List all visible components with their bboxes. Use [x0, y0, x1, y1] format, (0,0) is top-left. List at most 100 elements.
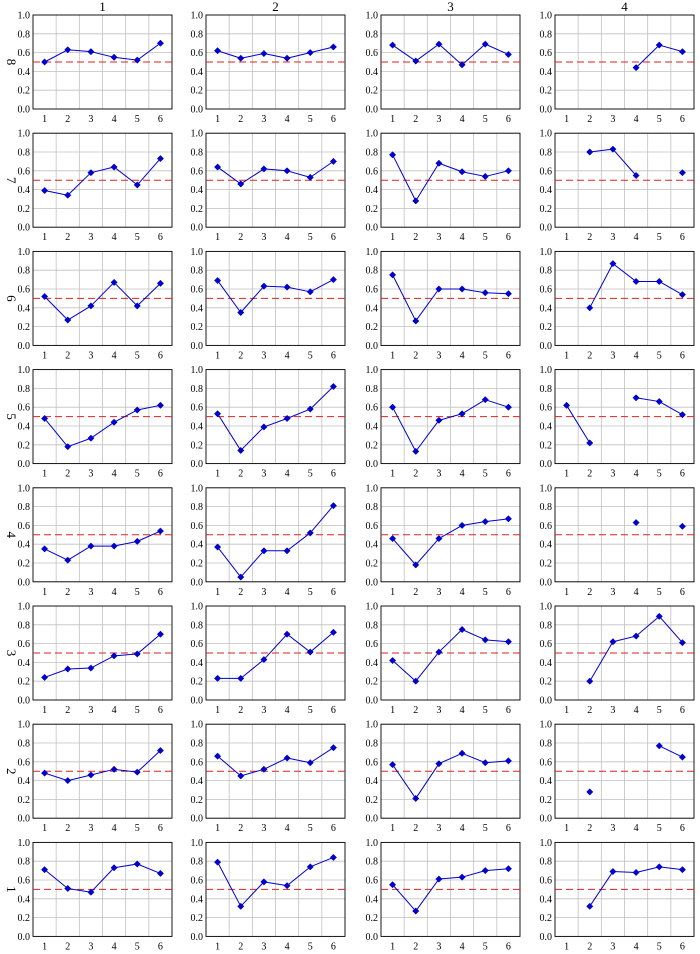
- data-point: [214, 752, 222, 760]
- data-point: [412, 907, 420, 915]
- panel-r6-c1: 0.0 0.2 0.4 0.6 0.8 1.0 1 2 3 4 5 6: [18, 247, 173, 361]
- x-tick-label: 4: [112, 941, 117, 952]
- series-line-segment: [438, 629, 463, 653]
- data-point: [110, 53, 118, 61]
- series-line-segment: [415, 763, 440, 799]
- y-tick-label: 0.8: [191, 266, 204, 277]
- x-tick-label: 3: [261, 941, 266, 952]
- series-line-segment: [310, 46, 334, 54]
- data-point: [283, 630, 291, 638]
- y-tick-label: 0.8: [366, 739, 379, 750]
- y-tick-label: 1.0: [18, 602, 31, 613]
- data-point: [481, 172, 489, 180]
- y-tick-label: 0.6: [18, 521, 31, 532]
- series-line-segment: [263, 633, 288, 660]
- data-point: [156, 527, 164, 535]
- x-tick-label: 6: [331, 350, 336, 361]
- data-point: [64, 884, 72, 893]
- series-line-segment: [114, 863, 138, 869]
- x-tick-label: 2: [238, 823, 243, 834]
- y-tick-label: 1.0: [18, 483, 31, 494]
- x-tick-label: 1: [215, 232, 220, 243]
- series-line-segment: [309, 386, 334, 410]
- x-tick-label: 6: [506, 941, 511, 952]
- x-tick-label: 2: [65, 114, 70, 125]
- y-tick-label: 0.2: [191, 204, 204, 215]
- data-point: [283, 882, 291, 890]
- x-tick-label: 2: [65, 232, 70, 243]
- series-line-segment: [240, 768, 265, 777]
- data-point: [632, 868, 640, 877]
- y-tick-label: 1.0: [366, 838, 379, 849]
- data-point: [586, 148, 594, 156]
- data-point: [283, 754, 291, 762]
- y-tick-label: 0.0: [540, 223, 553, 234]
- y-tick-label: 0.4: [18, 894, 31, 905]
- series-line-segment: [659, 745, 683, 758]
- series-line-segment: [659, 44, 683, 53]
- series-line-segment: [114, 56, 138, 61]
- x-tick-label: 3: [88, 823, 93, 834]
- data-point: [655, 742, 663, 750]
- data-point: [586, 902, 594, 910]
- y-tick-label: 0.8: [191, 29, 204, 40]
- y-tick-label: 0.2: [18, 86, 31, 97]
- x-tick-label: 4: [460, 232, 465, 243]
- panel-r1-c4: 0.0 0.2 0.4 0.6 0.8 1.0 1 2 3 4 5 6: [540, 838, 695, 952]
- x-tick-label: 4: [634, 941, 639, 952]
- x-tick-label: 4: [112, 114, 117, 125]
- x-tick-label: 2: [65, 469, 70, 480]
- data-point: [435, 535, 443, 543]
- x-tick-label: 4: [112, 232, 117, 243]
- series-line-segment: [392, 154, 417, 202]
- series-line-segment: [67, 887, 91, 893]
- x-tick-label: 2: [238, 587, 243, 598]
- y-tick-label: 0.4: [191, 540, 204, 551]
- y-tick-label: 1.0: [18, 720, 31, 731]
- y-tick-label: 0.0: [18, 696, 31, 707]
- y-tick-label: 1.0: [191, 11, 204, 22]
- x-tick-label: 5: [657, 114, 662, 125]
- series-line-segment: [113, 409, 138, 423]
- data-point: [41, 186, 49, 195]
- panel-r6-c3: 0.0 0.2 0.4 0.6 0.8 1.0 1 2 3 4 5 6: [366, 247, 521, 361]
- y-tick-label: 0.6: [366, 403, 379, 414]
- x-tick-label: 1: [390, 823, 395, 834]
- data-point: [306, 173, 314, 181]
- x-tick-label: 1: [390, 232, 395, 243]
- series-line-segment: [67, 305, 92, 321]
- series-line-segment: [136, 750, 161, 773]
- series-line-segment: [415, 163, 440, 202]
- series-line-segment: [438, 524, 463, 539]
- y-tick-label: 0.0: [191, 459, 204, 470]
- series-line-segment: [310, 856, 334, 868]
- series-line-segment: [263, 53, 288, 59]
- x-tick-label: 4: [634, 232, 639, 243]
- data-point: [632, 394, 640, 402]
- series-line-segment: [566, 405, 591, 444]
- series-line-segment: [392, 406, 417, 452]
- series-line-segment: [612, 635, 637, 643]
- data-point: [435, 285, 443, 293]
- data-point: [110, 542, 118, 550]
- data-point: [329, 744, 337, 752]
- x-tick-label: 1: [564, 941, 569, 952]
- series-line-segment: [263, 285, 288, 288]
- x-tick-label: 4: [285, 705, 290, 716]
- y-tick-label: 1.0: [366, 11, 379, 22]
- data-point: [156, 630, 164, 638]
- y-tick-label: 0.6: [540, 285, 553, 296]
- y-tick-label: 0.6: [366, 757, 379, 768]
- x-tick-label: 2: [413, 823, 418, 834]
- y-tick-label: 0.4: [191, 67, 204, 78]
- data-point: [214, 543, 222, 551]
- data-point: [87, 771, 95, 779]
- data-point: [133, 768, 141, 776]
- series-line-segment: [113, 282, 138, 307]
- y-tick-label: 0.8: [18, 857, 31, 868]
- x-tick-label: 5: [308, 705, 313, 716]
- y-tick-label: 0.4: [540, 658, 553, 669]
- data-point: [110, 278, 118, 286]
- y-tick-label: 0.8: [18, 384, 31, 395]
- y-tick-label: 0.2: [18, 322, 31, 333]
